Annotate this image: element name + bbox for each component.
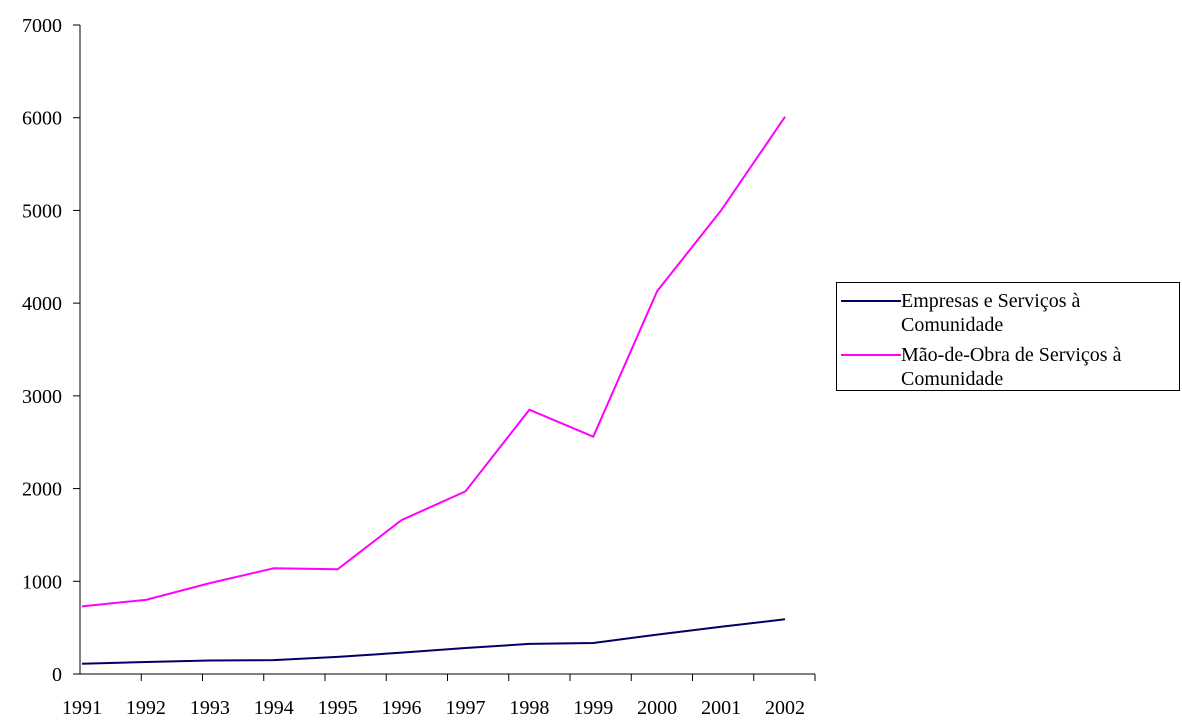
legend-label: Mão-de-Obra de Serviços à Comunidade xyxy=(901,344,1122,390)
legend-swatch xyxy=(841,354,901,356)
x-tick-label: 1994 xyxy=(254,697,294,719)
line-series xyxy=(81,618,786,665)
y-tick-label: 1000 xyxy=(22,571,62,593)
x-tick-label: 2001 xyxy=(701,697,741,719)
legend-swatch xyxy=(841,300,901,302)
y-tick-label: 4000 xyxy=(22,293,62,315)
x-tick-label: 1993 xyxy=(190,697,230,719)
y-tick-label: 2000 xyxy=(22,479,62,501)
legend: Empresas e Serviços à Comunidade Mão-de-O… xyxy=(836,282,1180,391)
y-tick-label: 6000 xyxy=(22,108,62,130)
x-tick-label: 1992 xyxy=(126,697,166,719)
line-series xyxy=(81,116,786,608)
legend-item: Mão-de-Obra de Serviços à Comunidade xyxy=(841,343,1175,391)
legend-label: Empresas e Serviços à Comunidade xyxy=(901,290,1081,336)
x-tick-label: 1997 xyxy=(445,697,485,719)
x-tick-label: 1991 xyxy=(62,697,102,719)
x-tick-label: 1995 xyxy=(318,697,358,719)
x-tick-label: 1996 xyxy=(382,697,422,719)
x-tick-label: 1999 xyxy=(573,697,613,719)
y-tick-label: 3000 xyxy=(22,386,62,408)
x-tick-label: 1998 xyxy=(509,697,549,719)
legend-item: Empresas e Serviços à Comunidade xyxy=(841,289,1175,337)
y-tick-label: 0 xyxy=(52,664,62,686)
x-tick-label: 2000 xyxy=(637,697,677,719)
y-tick-label: 7000 xyxy=(22,15,62,37)
x-tick-label: 2002 xyxy=(765,697,805,719)
y-tick-label: 5000 xyxy=(22,200,62,222)
